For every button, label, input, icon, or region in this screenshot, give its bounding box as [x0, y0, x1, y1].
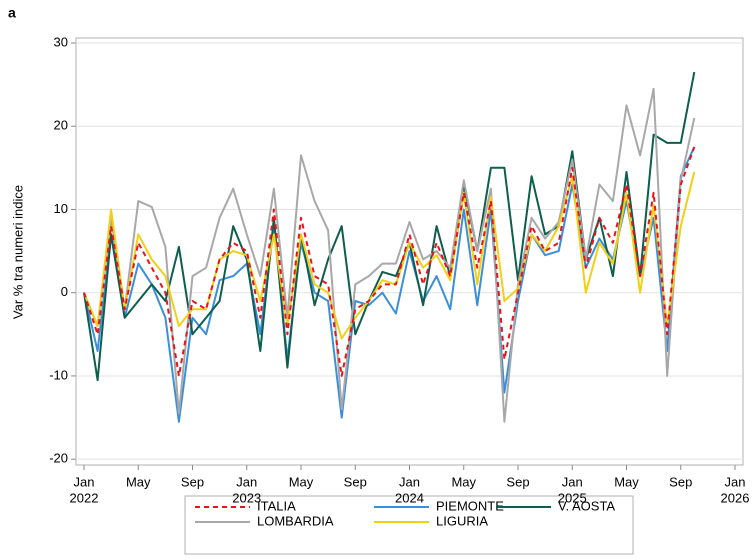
y-tick-label: -10: [49, 367, 68, 382]
y-tick-label: 30: [54, 34, 68, 49]
line-series: [83, 171, 696, 340]
legend-label: LOMBARDIA: [257, 513, 334, 528]
x-tick-label: May: [289, 474, 314, 489]
x-tick-label: Jan: [74, 474, 95, 489]
x-tick-label: 2022: [70, 490, 99, 505]
x-tick-label: May: [126, 474, 151, 489]
x-tick-label: May: [614, 474, 639, 489]
y-tick-label: 20: [54, 118, 68, 133]
x-tick-label: Sep: [506, 474, 529, 489]
legend-label: ITALIA: [257, 498, 296, 513]
legend-label: LIGURIA: [436, 513, 488, 528]
legend-label: PIEMONTE: [436, 498, 504, 513]
y-tick-label: 0: [61, 284, 68, 299]
legend-box: [184, 495, 634, 555]
x-tick-label: Jan: [399, 474, 420, 489]
x-tick-label: 2024: [395, 490, 424, 505]
x-tick-label: May: [451, 474, 476, 489]
line-series: [83, 146, 696, 377]
y-tick-label: 10: [54, 201, 68, 216]
x-tick-label: Sep: [669, 474, 692, 489]
y-tick-label: -20: [49, 451, 68, 466]
x-tick-label: 2025: [558, 490, 587, 505]
x-tick-label: 2026: [721, 490, 750, 505]
line-series: [83, 146, 696, 423]
x-tick-label: Jan: [725, 474, 746, 489]
line-series: [83, 87, 696, 423]
line-series: [83, 71, 696, 382]
x-tick-label: Sep: [344, 474, 367, 489]
x-tick-label: 2023: [232, 490, 261, 505]
x-tick-label: Jan: [562, 474, 583, 489]
legend-label: V. AOSTA: [558, 498, 615, 513]
panel-label: a: [8, 5, 16, 21]
x-tick-label: Sep: [181, 474, 204, 489]
y-axis-label: Var % tra numeri indice: [10, 185, 25, 319]
x-tick-label: Jan: [236, 474, 257, 489]
